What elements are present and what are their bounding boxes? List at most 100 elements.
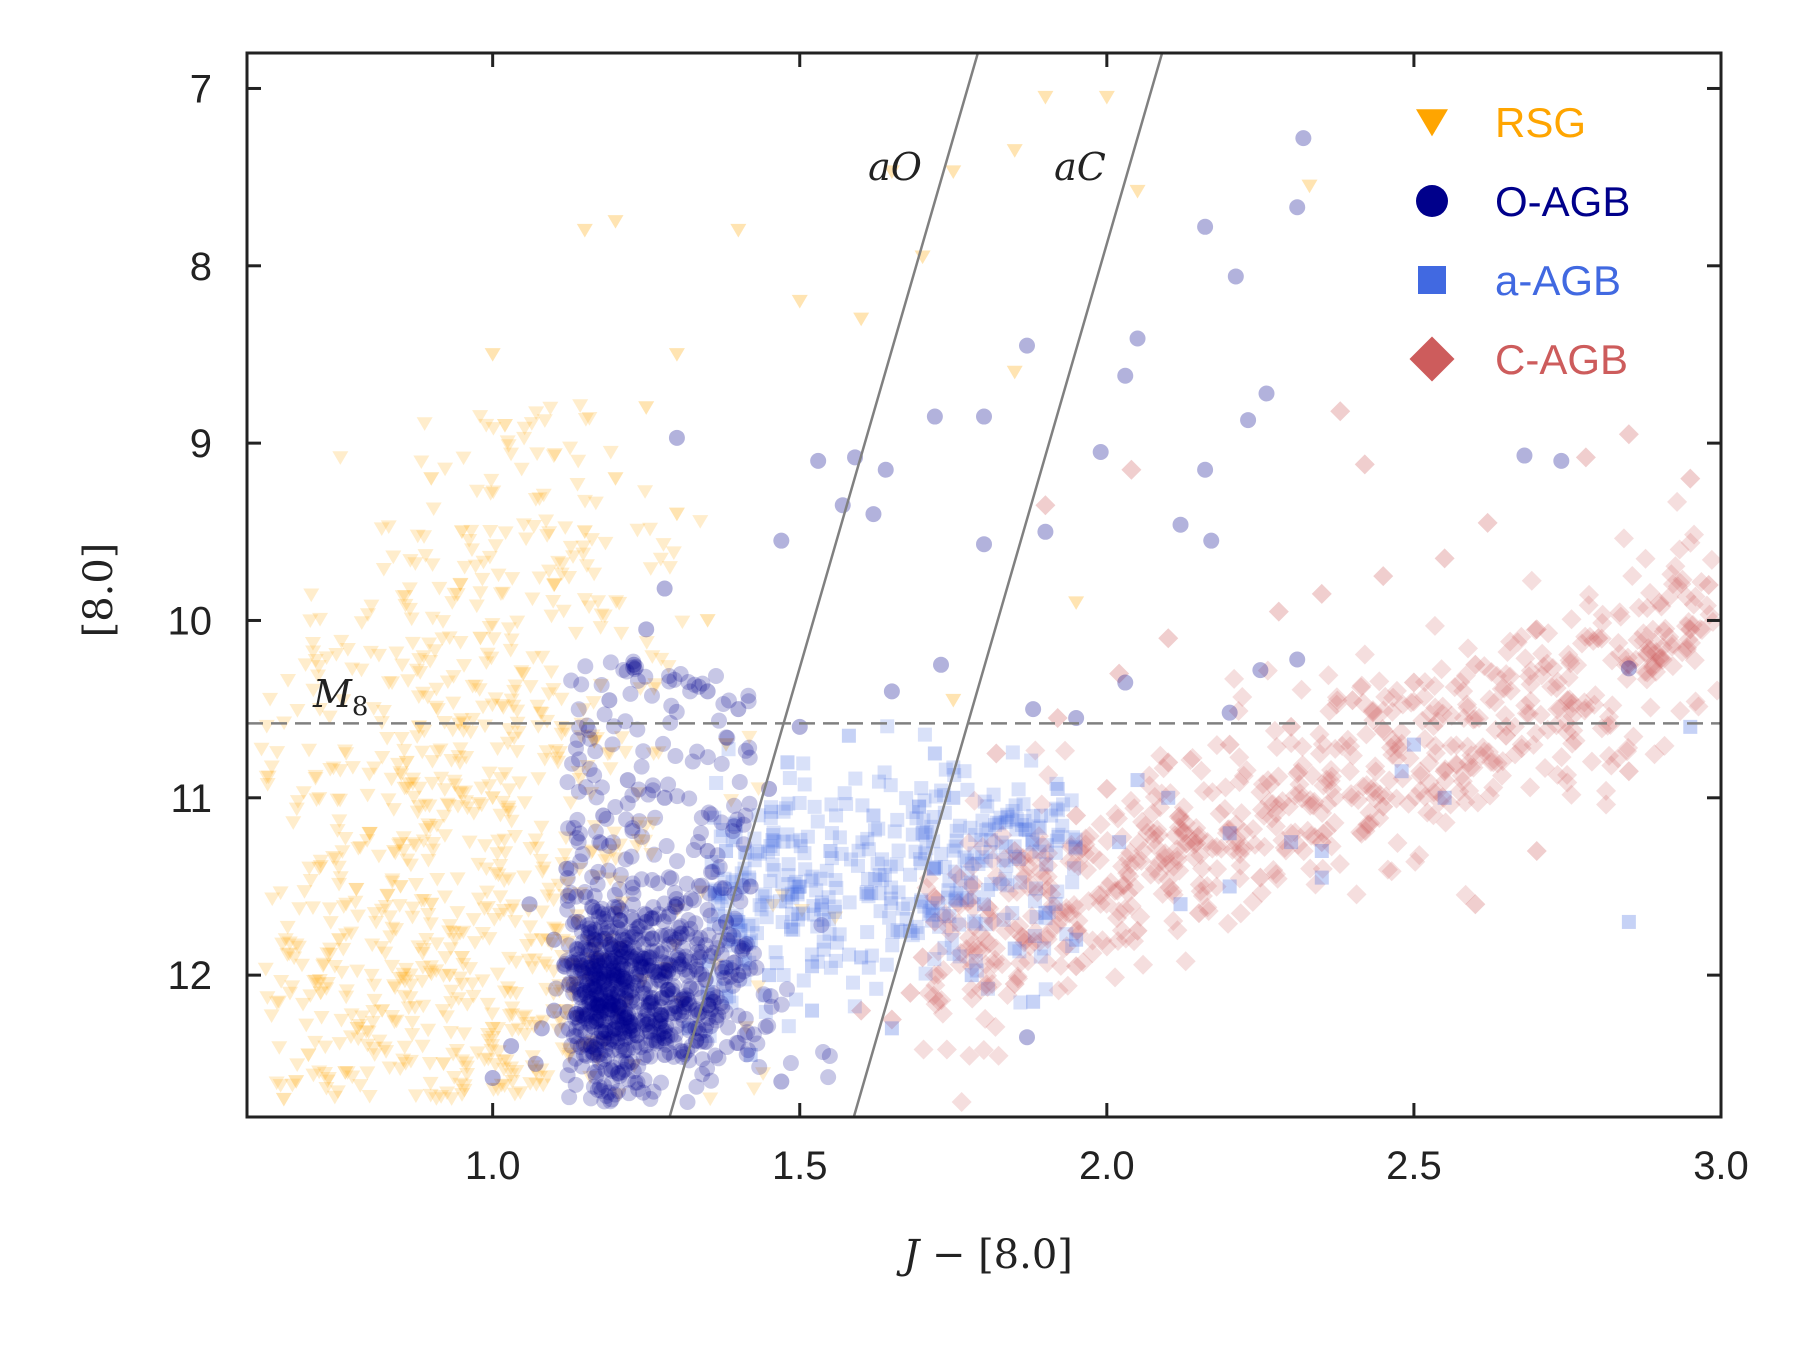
data-point [543, 937, 560, 952]
data-point [507, 679, 524, 694]
data-point [507, 829, 524, 844]
data-point [597, 986, 614, 1003]
data-point [1381, 861, 1402, 882]
data-point [604, 945, 621, 962]
data-point [634, 1012, 651, 1029]
data-point [619, 995, 636, 1010]
data-point [490, 834, 507, 849]
data-point [559, 870, 576, 887]
data-point [590, 950, 607, 967]
data-point [449, 588, 466, 602]
data-point [773, 532, 790, 549]
data-point [585, 981, 602, 998]
data-point [1332, 736, 1353, 757]
data-point [618, 663, 635, 680]
data-point [1219, 734, 1240, 755]
data-point [428, 682, 445, 697]
data-point [1050, 909, 1071, 930]
data-point [964, 916, 985, 937]
data-point [545, 594, 562, 609]
data-point [1337, 729, 1358, 750]
data-point [1268, 795, 1289, 816]
data-point [656, 1046, 673, 1063]
data-point [531, 1071, 548, 1085]
data-point [992, 954, 1013, 975]
data-point [1025, 740, 1046, 761]
data-point [602, 955, 619, 972]
data-point [585, 931, 602, 948]
data-point [1049, 801, 1064, 816]
data-point [1291, 788, 1312, 809]
data-point [653, 1006, 670, 1023]
data-point [564, 916, 581, 933]
data-point [497, 526, 514, 540]
data-point [467, 559, 484, 574]
data-point [1215, 777, 1236, 798]
data-point [448, 1044, 465, 1058]
x-tick-label: 3.0 [1693, 1144, 1749, 1188]
data-point [1059, 927, 1074, 942]
data-point [1633, 630, 1654, 651]
data-point [623, 848, 640, 865]
data-point [397, 1057, 414, 1071]
data-point [1314, 844, 1329, 858]
data-point [463, 524, 480, 539]
data-point [1266, 803, 1287, 824]
data-point [451, 786, 468, 800]
data-point [1230, 855, 1251, 876]
data-point [823, 960, 838, 975]
data-point [1452, 771, 1473, 792]
data-point [450, 992, 467, 1006]
data-point [869, 981, 884, 996]
data-point [611, 940, 628, 955]
data-point [464, 712, 481, 727]
data-point [564, 989, 581, 1004]
data-point [730, 223, 747, 238]
data-point [1130, 906, 1151, 927]
data-point [576, 223, 593, 238]
data-point [593, 1011, 610, 1028]
data-point [581, 974, 598, 988]
data-point [568, 1019, 585, 1036]
data-point [773, 1073, 790, 1090]
data-point [949, 892, 964, 907]
data-point [816, 942, 831, 957]
data-point [578, 1007, 595, 1024]
data-point [1112, 835, 1127, 850]
data-point [718, 738, 735, 752]
data-point [603, 1091, 620, 1108]
data-point [566, 1009, 583, 1026]
data-point [644, 930, 661, 947]
data-point [481, 550, 498, 565]
data-point [644, 872, 661, 889]
data-point [693, 944, 710, 961]
data-point [737, 807, 754, 824]
data-point [555, 933, 572, 948]
data-point [1398, 793, 1419, 814]
data-point [617, 851, 634, 868]
data-point [423, 967, 440, 982]
data-point [909, 919, 924, 934]
data-point [596, 972, 613, 989]
data-point [610, 1065, 627, 1082]
data-point [1143, 823, 1164, 844]
data-point [619, 772, 636, 789]
data-point [1189, 874, 1210, 895]
data-point [605, 965, 622, 982]
data-point [1129, 184, 1146, 199]
data-point [1520, 674, 1541, 695]
data-point [501, 1009, 518, 1023]
data-point [1167, 920, 1188, 941]
data-point [1146, 836, 1167, 857]
data-point [422, 1076, 439, 1091]
data-point [1607, 748, 1628, 769]
data-point [1023, 847, 1044, 868]
data-point [983, 845, 998, 860]
data-point [707, 667, 724, 684]
data-point [611, 999, 628, 1016]
data-point [668, 1018, 685, 1035]
data-point [982, 974, 1003, 995]
data-point [586, 735, 603, 749]
data-point [750, 844, 765, 859]
data-point [1360, 813, 1381, 834]
